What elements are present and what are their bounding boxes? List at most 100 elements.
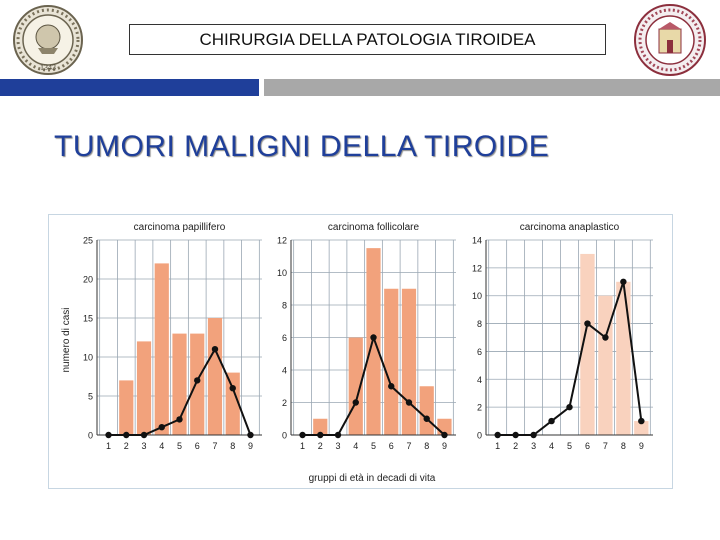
x-tick-label: 3 bbox=[531, 441, 536, 451]
x-tick-label: 2 bbox=[124, 441, 129, 451]
x-tick-label: 4 bbox=[549, 441, 554, 451]
bar bbox=[154, 263, 169, 435]
x-tick-label: 5 bbox=[177, 441, 182, 451]
x-tick-label: 5 bbox=[567, 441, 572, 451]
x-tick-label: 8 bbox=[424, 441, 429, 451]
y-tick-label: 0 bbox=[282, 431, 287, 441]
series-point bbox=[140, 431, 148, 439]
slide-title: TUMORI MALIGNI DELLA TIROIDE bbox=[54, 130, 550, 163]
series-point bbox=[602, 334, 609, 341]
y-tick-label: 2 bbox=[282, 398, 287, 408]
series-point bbox=[620, 278, 627, 285]
accent-bar-blue bbox=[0, 79, 259, 96]
x-tick-label: 1 bbox=[106, 441, 111, 451]
x-tick-label: 5 bbox=[371, 441, 376, 451]
x-tick-label: 6 bbox=[389, 441, 394, 451]
y-tick-label: 0 bbox=[88, 431, 93, 441]
y-tick-label: 6 bbox=[477, 347, 482, 357]
y-tick-label: 4 bbox=[477, 375, 482, 385]
x-tick-label: 7 bbox=[603, 441, 608, 451]
series-point bbox=[405, 399, 413, 406]
y-tick-label: 8 bbox=[282, 301, 287, 311]
y-tick-label: 8 bbox=[477, 319, 482, 329]
panel-title-1: carcinoma papillifero bbox=[134, 222, 226, 233]
series-point bbox=[423, 415, 430, 422]
series-point bbox=[494, 431, 501, 439]
series-point bbox=[194, 377, 201, 384]
y-tick-label: 2 bbox=[477, 403, 482, 413]
university-seal-left: 1343 bbox=[13, 5, 83, 75]
series-point bbox=[158, 424, 165, 431]
x-tick-label: 7 bbox=[212, 441, 217, 451]
y-tick-label: 10 bbox=[472, 291, 482, 301]
y-axis-label: numero di casi bbox=[61, 307, 72, 372]
chart-svg: numero di casi gruppi di età in decadi d… bbox=[61, 222, 653, 484]
y-tick-label: 25 bbox=[83, 236, 93, 246]
accent-bar-gray bbox=[264, 79, 720, 96]
series-point bbox=[247, 431, 254, 439]
chart-figure: numero di casi gruppi di età in decadi d… bbox=[48, 214, 673, 489]
bar bbox=[616, 281, 631, 435]
series-point bbox=[176, 416, 183, 423]
bar bbox=[634, 421, 649, 435]
y-tick-label: 12 bbox=[277, 236, 287, 246]
y-tick-label: 10 bbox=[83, 353, 93, 363]
x-axis-label: gruppi di età in decadi di vita bbox=[309, 473, 436, 484]
bar bbox=[598, 295, 613, 435]
series-point bbox=[566, 403, 573, 411]
bar bbox=[119, 380, 134, 435]
series-point bbox=[352, 399, 359, 406]
series-point bbox=[334, 431, 342, 439]
bar bbox=[401, 288, 417, 435]
header-title: CHIRURGIA DELLA PATOLOGIA TIROIDEA bbox=[129, 24, 606, 55]
bar bbox=[190, 333, 205, 435]
series-point bbox=[229, 385, 236, 392]
x-tick-label: 3 bbox=[142, 441, 147, 451]
x-tick-label: 2 bbox=[513, 441, 518, 451]
series-point bbox=[548, 417, 555, 425]
y-tick-label: 5 bbox=[88, 392, 93, 402]
x-tick-label: 1 bbox=[495, 441, 500, 451]
y-tick-label: 14 bbox=[472, 236, 482, 246]
x-tick-label: 8 bbox=[621, 441, 626, 451]
x-tick-label: 6 bbox=[585, 441, 590, 451]
bar bbox=[366, 248, 381, 435]
x-tick-label: 9 bbox=[442, 441, 447, 451]
university-seal-right bbox=[634, 4, 706, 76]
bar bbox=[225, 372, 240, 435]
y-tick-label: 20 bbox=[83, 275, 93, 285]
y-tick-label: 6 bbox=[282, 333, 287, 343]
x-tick-label: 7 bbox=[406, 441, 411, 451]
x-tick-label: 2 bbox=[318, 441, 323, 451]
bar bbox=[580, 253, 595, 435]
x-tick-label: 8 bbox=[230, 441, 235, 451]
series-point bbox=[638, 417, 645, 425]
series-point bbox=[123, 431, 130, 439]
x-tick-label: 6 bbox=[195, 441, 200, 451]
x-tick-label: 3 bbox=[336, 441, 341, 451]
x-tick-label: 4 bbox=[353, 441, 358, 451]
series-point bbox=[299, 431, 306, 439]
series-point bbox=[388, 383, 395, 390]
y-tick-label: 0 bbox=[477, 431, 482, 441]
seal-year: 1343 bbox=[40, 63, 56, 72]
bar bbox=[207, 318, 223, 435]
series-point bbox=[370, 334, 377, 341]
y-tick-label: 15 bbox=[83, 314, 93, 324]
bar bbox=[313, 418, 328, 435]
series-point bbox=[530, 431, 537, 439]
bar bbox=[419, 386, 434, 435]
y-tick-label: 10 bbox=[277, 268, 287, 278]
x-tick-label: 1 bbox=[300, 441, 305, 451]
series-point bbox=[584, 320, 591, 327]
x-tick-label: 9 bbox=[639, 441, 644, 451]
y-tick-label: 12 bbox=[472, 263, 482, 273]
series-point bbox=[105, 431, 112, 439]
y-tick-label: 4 bbox=[282, 366, 287, 376]
series-point bbox=[317, 431, 324, 439]
panel-title-2: carcinoma follicolare bbox=[328, 222, 420, 233]
bar bbox=[136, 341, 152, 435]
series-point bbox=[512, 431, 519, 439]
x-tick-label: 4 bbox=[159, 441, 164, 451]
series-point bbox=[441, 431, 448, 439]
